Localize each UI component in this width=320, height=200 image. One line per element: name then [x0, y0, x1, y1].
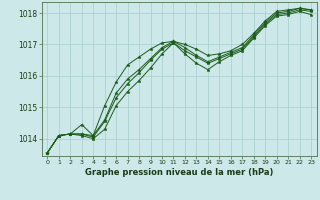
- X-axis label: Graphe pression niveau de la mer (hPa): Graphe pression niveau de la mer (hPa): [85, 168, 273, 177]
